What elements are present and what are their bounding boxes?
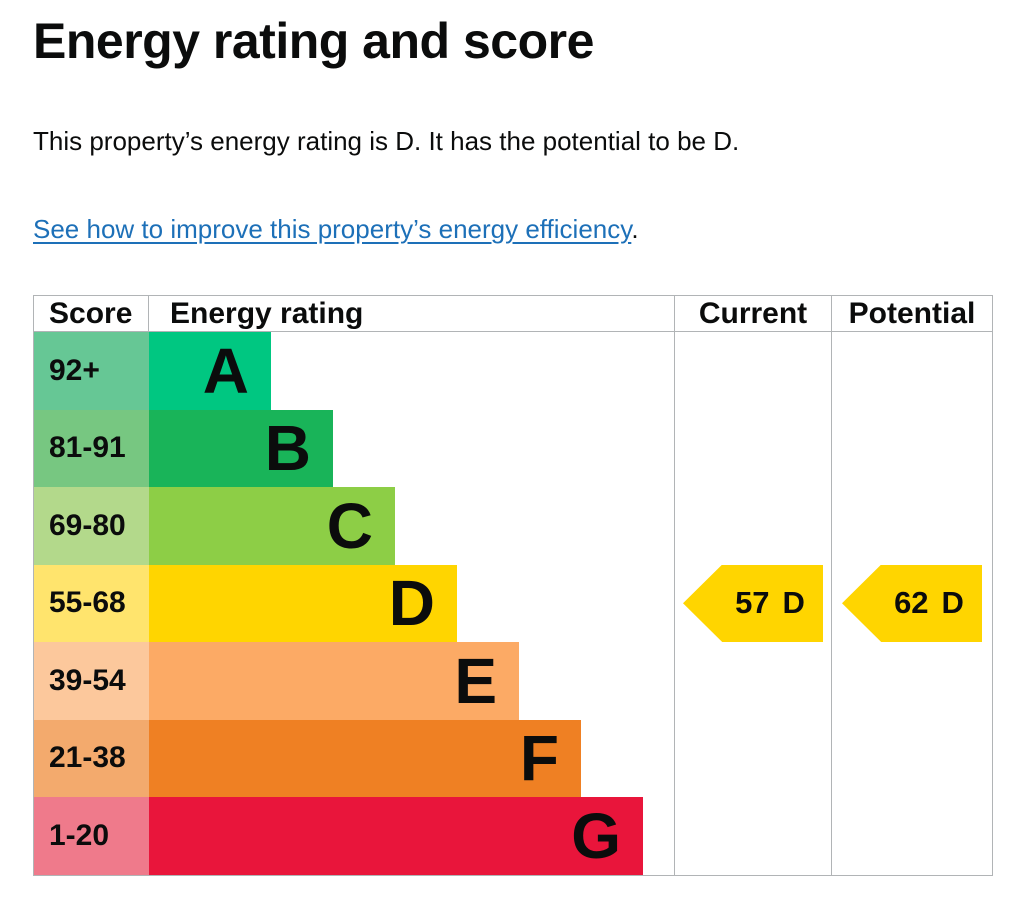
band-letter: E [454, 644, 497, 717]
link-period: . [631, 214, 639, 244]
energy-rating-chart: Score Energy rating Current Potential 92… [33, 295, 993, 876]
header-potential: Potential [831, 296, 992, 332]
page-title: Energy rating and score [33, 13, 594, 69]
band-letter: C [326, 489, 373, 562]
current-cell [674, 332, 831, 410]
rating-bar: F [149, 719, 581, 797]
potential-cell [831, 332, 992, 410]
rating-bar-cell: B [149, 409, 674, 487]
band-letter: A [202, 334, 249, 407]
rating-bar: E [149, 642, 519, 720]
score-range-cell: 1-20 [34, 797, 149, 875]
arrow-rating-letter: D [941, 585, 964, 621]
rating-bar: A [149, 332, 271, 410]
rating-bar: B [149, 409, 333, 487]
score-range-cell: 21-38 [34, 719, 149, 797]
current-cell [674, 409, 831, 487]
potential-cell [831, 642, 992, 720]
current-cell [674, 719, 831, 797]
improve-link-line: See how to improve this property’s energ… [33, 212, 993, 246]
potential-cell: 62 D [831, 564, 992, 642]
rating-bar-cell: C [149, 487, 674, 565]
arrow-rating-letter: D [782, 585, 805, 621]
score-range-cell: 69-80 [34, 487, 149, 565]
band-letter: D [388, 567, 435, 640]
rating-bar: C [149, 487, 395, 565]
current-rating-arrow: 57 D [683, 564, 823, 642]
current-cell [674, 642, 831, 720]
header-current: Current [674, 296, 831, 332]
header-score: Score [34, 296, 149, 332]
potential-cell [831, 487, 992, 565]
potential-cell [831, 797, 992, 875]
current-cell: 57 D [674, 564, 831, 642]
header-energy-rating: Energy rating [149, 296, 674, 332]
rating-bar-cell: D [149, 564, 674, 642]
potential-cell [831, 409, 992, 487]
score-range-cell: 92+ [34, 332, 149, 410]
improve-efficiency-link[interactable]: See how to improve this property’s energ… [33, 214, 632, 244]
score-range-cell: 55-68 [34, 564, 149, 642]
arrow-score-value: 57 [735, 585, 770, 621]
intro-text: This property’s energy rating is D. It h… [33, 126, 740, 156]
current-cell [674, 487, 831, 565]
band-letter: B [264, 412, 311, 485]
score-range-cell: 39-54 [34, 642, 149, 720]
rating-bar-cell: A [149, 332, 674, 410]
score-range-cell: 81-91 [34, 409, 149, 487]
arrow-score-value: 62 [894, 585, 929, 621]
band-letter: F [519, 722, 559, 795]
rating-bar-cell: E [149, 642, 674, 720]
rating-bar: G [149, 797, 643, 875]
page-content: Energy rating and score This property’s … [0, 14, 1024, 876]
rating-bar: D [149, 564, 457, 642]
potential-rating-arrow: 62 D [842, 564, 982, 642]
band-letter: G [571, 799, 621, 872]
rating-bar-cell: G [149, 797, 674, 875]
potential-cell [831, 719, 992, 797]
current-cell [674, 797, 831, 875]
rating-bar-cell: F [149, 719, 674, 797]
